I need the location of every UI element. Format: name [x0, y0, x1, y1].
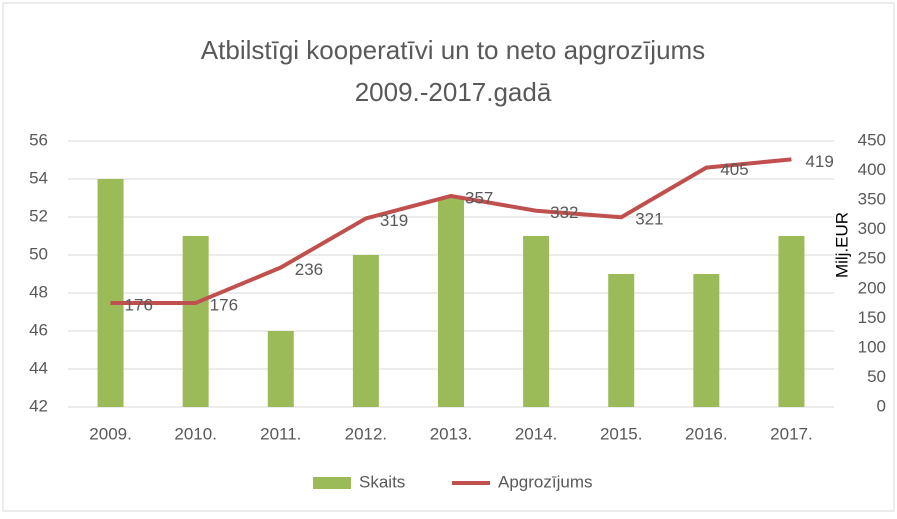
- x-tick-label: 2009.: [89, 424, 132, 443]
- bar: [267, 331, 294, 407]
- legend-swatch: [313, 477, 351, 489]
- x-tick-label: 2012.: [345, 424, 388, 443]
- x-tick-label: 2015.: [600, 424, 643, 443]
- legend-label: Skaits: [359, 472, 405, 491]
- y2-tick-label: 150: [858, 308, 886, 327]
- y2-axis-label: Milj.EUR: [832, 212, 851, 278]
- data-label: 405: [720, 160, 748, 179]
- y2-tick-label: 300: [858, 219, 886, 238]
- data-label: 236: [295, 260, 323, 279]
- legend-label: Apgrozījums: [498, 472, 592, 491]
- data-label: 176: [210, 295, 238, 314]
- data-label: 332: [550, 203, 578, 222]
- y2-tick-label: 100: [858, 337, 886, 356]
- bar: [523, 236, 550, 407]
- bar: [97, 179, 124, 407]
- y-tick-label: 42: [29, 396, 48, 415]
- x-tick-label: 2014.: [515, 424, 558, 443]
- y2-tick-label: 0: [877, 396, 886, 415]
- x-tick-label: 2013.: [430, 424, 473, 443]
- y-tick-label: 56: [29, 130, 48, 149]
- data-label: 176: [125, 295, 153, 314]
- chart-title: 2009.-2017.gadā: [355, 77, 552, 107]
- bar: [438, 198, 464, 407]
- y-tick-label: 48: [29, 282, 48, 301]
- y2-tick-label: 400: [858, 160, 886, 179]
- data-label: 319: [380, 211, 408, 230]
- data-label: 419: [805, 152, 833, 171]
- y-tick-label: 44: [29, 358, 48, 377]
- y2-tick-label: 450: [858, 130, 886, 149]
- y2-tick-label: 250: [858, 249, 886, 268]
- y-tick-label: 46: [29, 320, 48, 339]
- bar: [693, 274, 720, 407]
- y-tick-label: 52: [29, 206, 48, 225]
- bar: [352, 255, 379, 407]
- chart-title: Atbilstīgi kooperatīvi un to neto apgroz…: [201, 35, 705, 65]
- line: [110, 157, 792, 305]
- data-label: 321: [635, 210, 663, 229]
- y-tick-label: 50: [29, 244, 48, 263]
- y2-tick-label: 350: [858, 190, 886, 209]
- x-tick-label: 2010.: [174, 424, 217, 443]
- bar: [778, 236, 805, 407]
- x-tick-label: 2016.: [685, 424, 728, 443]
- data-label: 357: [465, 188, 493, 207]
- x-tick-label: 2017.: [770, 424, 813, 443]
- x-tick-label: 2011.: [260, 424, 301, 443]
- bar: [182, 236, 209, 407]
- bar: [608, 274, 635, 407]
- y2-tick-label: 200: [858, 278, 886, 297]
- y2-tick-label: 50: [867, 367, 886, 386]
- y-tick-label: 54: [29, 168, 48, 187]
